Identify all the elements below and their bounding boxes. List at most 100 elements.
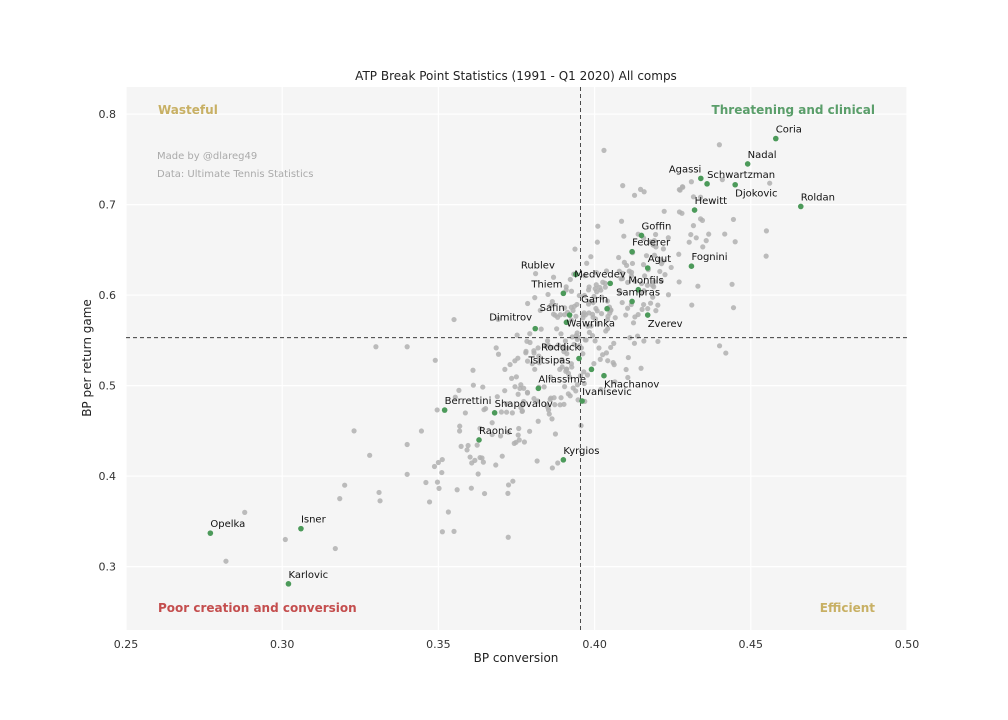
player-point bbox=[587, 299, 593, 305]
player-label: Rublev bbox=[521, 260, 555, 271]
highlighted-point bbox=[644, 265, 651, 271]
player-point bbox=[458, 443, 464, 449]
highlighted-point bbox=[691, 207, 698, 213]
chart-title: ATP Break Point Statistics (1991 - Q1 20… bbox=[355, 69, 677, 83]
player-point bbox=[477, 454, 483, 461]
player-point bbox=[584, 260, 590, 266]
player-point bbox=[532, 366, 538, 372]
player-point bbox=[535, 345, 541, 351]
player-point bbox=[716, 142, 722, 148]
player-point bbox=[512, 384, 518, 390]
player-point bbox=[439, 469, 445, 476]
player-point bbox=[611, 340, 617, 346]
player-point bbox=[426, 499, 433, 505]
player-point bbox=[367, 452, 373, 458]
highlighted-point bbox=[601, 372, 607, 379]
player-point bbox=[588, 254, 594, 260]
player-label: Tsitsipas bbox=[527, 355, 570, 366]
player-point bbox=[638, 365, 644, 371]
player-point bbox=[573, 333, 579, 339]
y-tick-label: 0.6 bbox=[99, 289, 117, 302]
player-point bbox=[763, 228, 770, 234]
player-point bbox=[565, 391, 571, 397]
player-point bbox=[628, 273, 635, 279]
highlighted-point bbox=[772, 135, 779, 142]
player-point bbox=[545, 407, 552, 413]
player-point bbox=[616, 254, 622, 261]
player-point bbox=[582, 273, 588, 279]
player-point bbox=[584, 372, 591, 378]
player-point bbox=[570, 385, 576, 391]
player-point bbox=[576, 292, 582, 299]
player-point bbox=[531, 350, 537, 356]
player-point bbox=[452, 394, 458, 400]
player-point bbox=[495, 316, 501, 323]
player-point bbox=[580, 351, 586, 357]
player-point bbox=[507, 361, 513, 368]
highlighted-point bbox=[607, 280, 614, 287]
player-point bbox=[643, 253, 650, 259]
player-point bbox=[536, 360, 542, 366]
player-point bbox=[676, 279, 682, 285]
background-points bbox=[223, 142, 773, 564]
player-point bbox=[465, 442, 471, 449]
player-point bbox=[332, 545, 338, 552]
player-point bbox=[527, 428, 533, 434]
player-point bbox=[625, 374, 631, 381]
highlighted-point bbox=[560, 290, 567, 297]
player-point bbox=[625, 305, 631, 311]
player-point bbox=[457, 423, 463, 429]
player-point bbox=[545, 291, 551, 298]
player-point bbox=[537, 307, 543, 313]
player-point bbox=[616, 268, 622, 274]
player-point bbox=[513, 374, 519, 380]
player-point bbox=[534, 458, 540, 464]
player-label: Roldan bbox=[801, 192, 835, 203]
player-label: Fognini bbox=[691, 252, 727, 263]
player-point bbox=[561, 384, 568, 390]
player-point bbox=[578, 423, 584, 429]
player-point bbox=[621, 233, 627, 239]
player-point bbox=[558, 331, 564, 337]
player-point bbox=[562, 338, 569, 344]
player-point bbox=[573, 313, 579, 319]
player-point bbox=[676, 186, 682, 193]
player-point bbox=[661, 208, 667, 214]
player-point bbox=[619, 299, 625, 306]
player-point bbox=[593, 305, 599, 312]
player-point bbox=[625, 354, 631, 361]
player-point bbox=[467, 454, 473, 460]
player-point bbox=[567, 276, 573, 283]
player-point bbox=[581, 369, 587, 375]
quadrant-label-efficient: Efficient bbox=[820, 601, 875, 615]
player-point bbox=[549, 416, 555, 422]
player-point bbox=[537, 356, 543, 362]
player-point bbox=[223, 558, 229, 564]
player-point bbox=[532, 295, 538, 301]
player-point bbox=[552, 402, 558, 408]
highlighted-point bbox=[629, 298, 635, 305]
player-label: Thiem bbox=[530, 279, 562, 290]
player-point bbox=[591, 361, 597, 367]
player-point bbox=[563, 366, 570, 372]
player-point bbox=[474, 442, 480, 448]
highlighted-point bbox=[441, 407, 448, 413]
player-label: Ivanisevic bbox=[582, 387, 632, 398]
player-point bbox=[373, 344, 379, 350]
player-point bbox=[482, 406, 489, 412]
player-point bbox=[512, 358, 518, 364]
player-point bbox=[610, 360, 616, 366]
highlighted-point bbox=[476, 437, 482, 443]
player-point bbox=[599, 294, 605, 300]
player-point bbox=[612, 379, 618, 385]
player-point bbox=[686, 239, 692, 245]
player-point bbox=[689, 302, 695, 308]
player-point bbox=[559, 356, 565, 363]
player-label: Sampras bbox=[616, 287, 660, 298]
player-point bbox=[505, 429, 512, 435]
player-point bbox=[730, 216, 737, 223]
player-point bbox=[445, 509, 451, 515]
player-label: Medvedev bbox=[574, 269, 626, 280]
player-point bbox=[585, 323, 591, 329]
player-point bbox=[493, 345, 499, 351]
